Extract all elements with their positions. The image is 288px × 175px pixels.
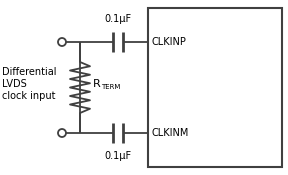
Text: Differential: Differential [2, 67, 56, 77]
Bar [148, 8, 282, 167]
Text: TERM: TERM [101, 84, 120, 90]
Text: R: R [93, 79, 101, 89]
Text: clock input: clock input [2, 91, 56, 101]
Text: CLKINP: CLKINP [152, 37, 187, 47]
Text: 0.1μF: 0.1μF [105, 14, 132, 24]
Text: LVDS: LVDS [2, 79, 27, 89]
Text: CLKINM: CLKINM [152, 128, 190, 138]
Text: 0.1μF: 0.1μF [105, 151, 132, 161]
